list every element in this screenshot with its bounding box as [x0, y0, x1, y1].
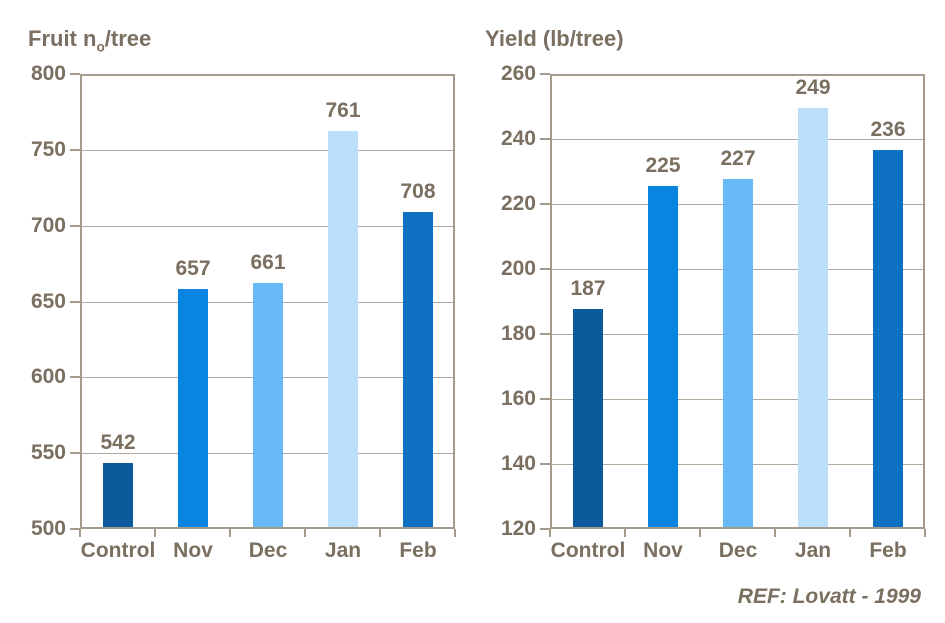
y-axis-tick	[70, 225, 80, 227]
x-axis-tick	[304, 529, 306, 537]
chart-title: Fruit no/tree	[28, 26, 152, 55]
y-tick-label: 700	[30, 214, 66, 237]
bar-jan	[328, 131, 358, 527]
y-tick-label: 650	[30, 290, 66, 313]
y-axis-tick	[540, 463, 550, 465]
y-tick-label: 180	[500, 322, 536, 345]
value-label: 187	[570, 277, 606, 300]
value-label: 225	[645, 154, 681, 177]
category-label-jan: Jan	[794, 539, 832, 562]
value-label: 708	[400, 180, 436, 203]
bar-feb	[873, 150, 903, 527]
y-axis-tick	[540, 138, 550, 140]
category-label-feb: Feb	[399, 539, 437, 562]
chart-title-subscript: o	[96, 39, 105, 55]
y-tick-label: 750	[30, 138, 66, 161]
bar-control	[573, 309, 603, 527]
x-axis-tick	[774, 529, 776, 537]
y-axis-tick	[540, 333, 550, 335]
category-label-control: Control	[80, 539, 156, 562]
gridline	[552, 139, 923, 140]
y-tick-label: 160	[500, 387, 536, 410]
category-label-nov: Nov	[173, 539, 213, 562]
value-label: 661	[250, 251, 286, 274]
y-tick-label: 240	[500, 127, 536, 150]
y-axis-tick	[70, 376, 80, 378]
x-axis-tick	[624, 529, 626, 537]
bar-jan	[798, 108, 828, 527]
y-axis-tick	[70, 452, 80, 454]
y-tick-label: 500	[30, 517, 66, 540]
fruit-number-chart: Fruit no/tree 500 550 600 650 700 750 800 542 Co…	[28, 26, 456, 562]
value-label: 249	[795, 76, 831, 99]
x-axis-tick	[924, 529, 926, 537]
bar-feb	[403, 212, 433, 527]
chart-title-text: Yield (lb/tree)	[485, 26, 624, 51]
chart-title-text: /tree	[104, 26, 152, 51]
y-tick-label: 800	[30, 62, 66, 85]
gridline	[82, 150, 453, 151]
x-axis-tick	[154, 529, 156, 537]
category-label-dec: Dec	[718, 539, 758, 562]
y-axis-tick	[540, 398, 550, 400]
y-tick-label: 200	[500, 257, 536, 280]
category-label-nov: Nov	[643, 539, 683, 562]
y-axis-tick	[70, 301, 80, 303]
y-tick-label: 140	[500, 452, 536, 475]
reference-label: REF: Lovatt - 1999	[737, 585, 921, 608]
y-axis-tick	[540, 528, 550, 530]
y-axis-tick	[540, 268, 550, 270]
x-axis-tick	[79, 529, 81, 537]
value-label: 657	[175, 257, 211, 280]
bar-control	[103, 463, 133, 527]
x-axis-tick	[699, 529, 701, 537]
value-label: 236	[870, 118, 906, 141]
bar-nov	[648, 186, 678, 527]
x-axis-tick	[454, 529, 456, 537]
category-label-dec: Dec	[248, 539, 288, 562]
bar-nov	[178, 289, 208, 527]
x-axis-tick	[229, 529, 231, 537]
y-tick-label: 220	[500, 192, 536, 215]
value-label: 227	[720, 147, 756, 170]
y-tick-label: 120	[500, 517, 536, 540]
x-axis-tick	[379, 529, 381, 537]
y-axis-tick	[70, 528, 80, 530]
bar-dec	[253, 283, 283, 527]
category-label-feb: Feb	[869, 539, 907, 562]
x-axis-tick	[549, 529, 551, 537]
y-axis-tick	[540, 73, 550, 75]
y-axis-tick	[70, 149, 80, 151]
y-tick-label: 600	[30, 365, 66, 388]
category-label-control: Control	[550, 539, 626, 562]
x-axis-tick	[849, 529, 851, 537]
yield-chart: Yield (lb/tree) 120 140 160 180 200 220 240 260…	[472, 0, 945, 623]
category-label-jan: Jan	[324, 539, 362, 562]
y-axis-tick	[70, 73, 80, 75]
plot-area	[80, 74, 455, 529]
plot-area	[550, 74, 925, 529]
bar-dec	[723, 179, 753, 527]
value-label: 761	[325, 99, 361, 122]
chart-title-text: Fruit n	[28, 26, 97, 51]
y-axis-tick	[540, 203, 550, 205]
chart-title: Yield (lb/tree)	[485, 26, 624, 51]
y-tick-label: 550	[30, 441, 66, 464]
value-label: 542	[100, 431, 136, 454]
y-tick-label: 260	[500, 62, 536, 85]
gridline	[82, 226, 453, 227]
